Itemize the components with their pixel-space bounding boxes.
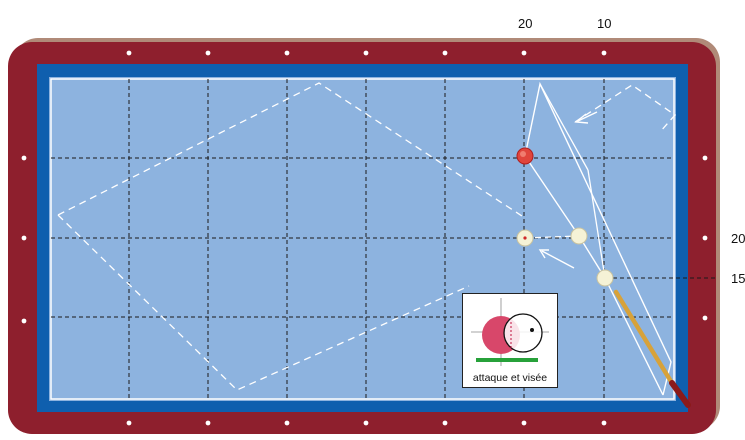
diamond-marker (702, 155, 708, 161)
trajectory-dashed (57, 82, 526, 219)
diamond-marker (702, 315, 708, 321)
diamond-marker (601, 420, 607, 426)
right-label-15: 15 (731, 271, 745, 286)
inset-caption: attaque et visée (472, 372, 548, 384)
contact-point (523, 236, 527, 240)
red-ball-highlight (520, 151, 526, 157)
contact-line (524, 235, 580, 239)
diamond-marker (21, 155, 27, 161)
cue-stick (613, 289, 675, 386)
cue-stick-butt (669, 380, 691, 408)
right-label-20: 20 (731, 231, 745, 246)
diamond-marker (363, 420, 369, 426)
diamond-marker (284, 50, 290, 56)
cue-ball (596, 269, 614, 287)
top-label-20: 20 (518, 16, 533, 31)
cue-ball-contact (570, 227, 588, 245)
diamond-marker (521, 420, 527, 426)
diamond-marker (521, 50, 527, 56)
direction-arrow (574, 111, 598, 124)
spin-point (530, 328, 534, 332)
table-surface-bar (476, 358, 538, 362)
diamond-marker (126, 420, 132, 426)
diamond-marker (21, 318, 27, 324)
diamond-marker (284, 420, 290, 426)
diamond-marker (442, 420, 448, 426)
cue-ball-path (539, 83, 589, 171)
diamond-marker (205, 50, 211, 56)
diamond-marker (702, 235, 708, 241)
diamond-marker (363, 50, 369, 56)
direction-arrow (538, 249, 575, 269)
diamond-marker (601, 50, 607, 56)
diamond-marker (21, 235, 27, 241)
playing-border (50, 78, 675, 400)
diamond-markers (21, 50, 708, 426)
cue-ball-icon (503, 313, 543, 353)
aim-inset-drawing (471, 298, 549, 366)
aim-inset: attaque et visée (462, 293, 558, 388)
top-label-10: 10 (597, 16, 612, 31)
diamond-marker (205, 420, 211, 426)
diamond-marker (442, 50, 448, 56)
diamond-marker (126, 50, 132, 56)
cue-ball-path (587, 169, 606, 279)
